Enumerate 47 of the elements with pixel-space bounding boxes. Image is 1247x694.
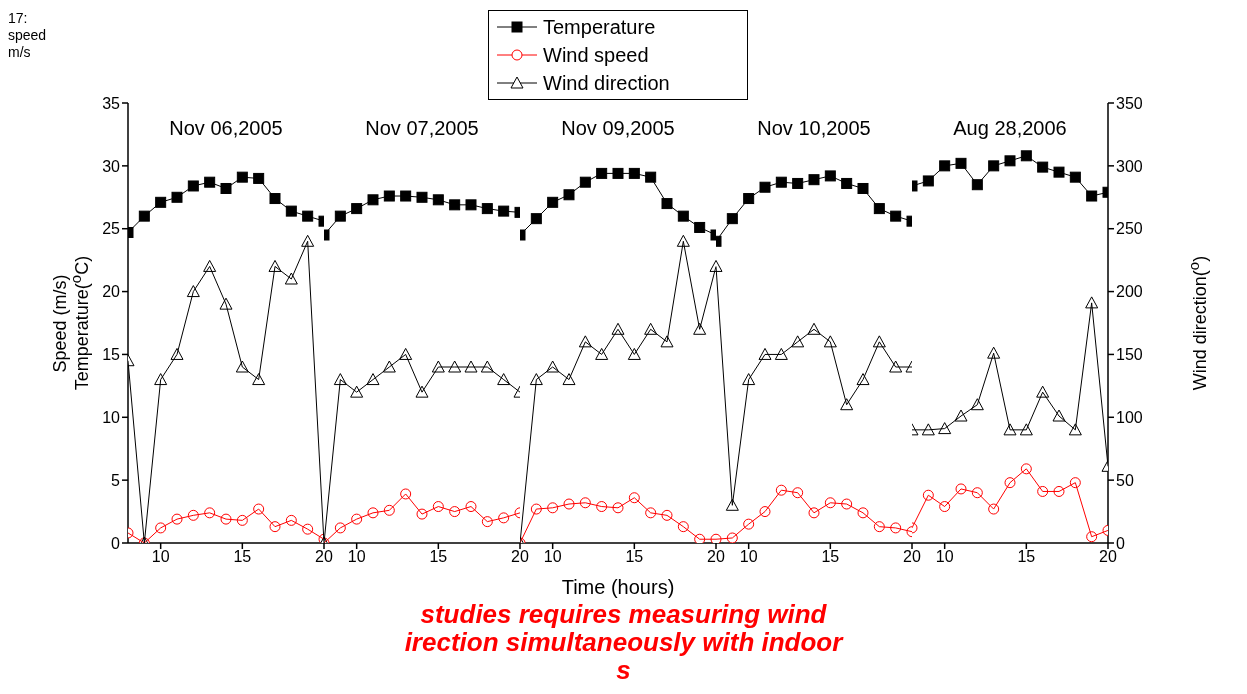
y-tick-label: 0: [111, 534, 121, 552]
text: Nov 06,2005: [168, 117, 284, 140]
legend-label: Temperature: [543, 15, 656, 40]
y2-tick-label: 200: [1116, 283, 1143, 301]
y-tick-label: 25: [102, 220, 121, 238]
legend-label: Wind speed: [543, 43, 649, 68]
y2-tick-label: 100: [1116, 408, 1143, 426]
y2-tick-label: 50: [1116, 471, 1134, 489]
x-tick-label: 10: [935, 548, 954, 566]
text: Nov 10,2005: [756, 117, 872, 140]
x-tick-label: 10: [347, 548, 366, 566]
x-tick-label: 10: [739, 548, 758, 566]
text: Nov 07,2005: [364, 117, 480, 140]
x-tick-label: 20: [1099, 548, 1117, 566]
x-tick-label: 15: [1017, 548, 1036, 566]
y2-tick-label: 150: [1116, 346, 1143, 364]
text: Aug 28,2006: [952, 117, 1068, 140]
x-tick-label: 10: [151, 548, 170, 566]
x-axis-title: Time (hours): [560, 576, 676, 599]
y-tick-label: 30: [102, 157, 121, 175]
text: Speed (m/s): [49, 273, 71, 373]
text: irection simultaneously with indoor: [403, 627, 845, 657]
y2-tick-label: 350: [1116, 94, 1143, 112]
text: studies requires measuring wind: [419, 599, 828, 629]
y-tick-label: 35: [102, 94, 121, 112]
y-tick-label: 10: [102, 408, 121, 426]
text: 17:: [8, 10, 29, 27]
x-tick-label: 20: [707, 548, 725, 566]
x-tick-label: 15: [625, 548, 644, 566]
text: Nov 09,2005: [560, 117, 676, 140]
text: s: [616, 655, 631, 685]
y2-tick-label: 0: [1116, 534, 1125, 552]
y-tick-label: 5: [111, 471, 121, 489]
x-tick-label: 20: [903, 548, 921, 566]
x-tick-label: 15: [233, 548, 252, 566]
y-tick-label: 20: [102, 283, 121, 301]
x-tick-label: 15: [429, 548, 448, 566]
x-tick-label: 10: [543, 548, 562, 566]
x-tick-label: 20: [511, 548, 529, 566]
x-tick-label: 20: [315, 548, 333, 566]
x-tick-label: 15: [821, 548, 840, 566]
y2-tick-label: 250: [1116, 220, 1143, 238]
legend-label: Wind direction: [543, 71, 670, 96]
y-tick-label: 15: [102, 346, 121, 364]
text: speed: [8, 27, 47, 44]
y2-tick-label: 300: [1116, 157, 1143, 175]
text: m/s: [8, 44, 32, 61]
